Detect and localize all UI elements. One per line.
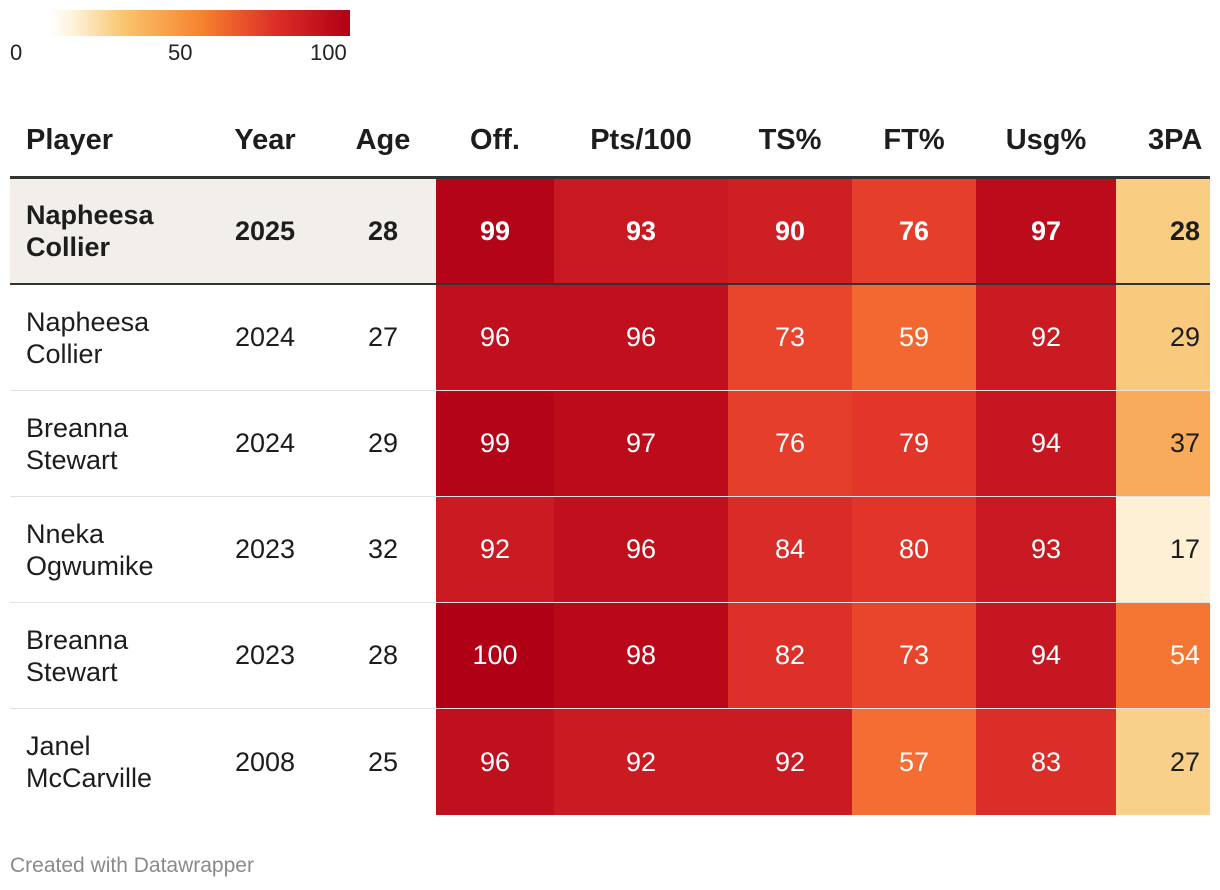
cell-ts-pct: 82 [728,603,852,708]
cell-off: 99 [436,179,554,283]
cell-ft-pct: 59 [852,285,976,390]
cell-off: 99 [436,391,554,496]
table-row: Napheesa Collier 2024 27 96 96 73 59 92 29 [10,285,1210,391]
cell-year: 2024 [234,428,296,458]
cell-pts-100: 97 [554,391,728,496]
table-row: Breanna Stewart 2023 28 100 98 82 73 94 54 [10,603,1210,709]
cell-pts-100: 98 [554,603,728,708]
cell-ft-pct: 73 [852,603,976,708]
cell-year: 2008 [234,746,296,777]
cell-age: 28 [367,640,399,670]
cell-year: 2023 [234,534,296,564]
header-ft-pct: FT% [883,124,945,156]
legend-gradient-bar [50,10,350,36]
cell-ft-pct: 79 [852,391,976,496]
cell-ts-pct: 84 [728,497,852,602]
stats-table: Player Year Age Off. Pts/100 TS% FT% Usg% 3PA Na… [10,106,1210,815]
cell-off: 100 [436,603,554,708]
legend-tick-min: 0 [10,40,23,65]
header-off: Off. [470,124,520,156]
cell-player: Breanna Stewart [26,624,129,687]
cell-age: 27 [367,322,399,352]
cell-usg-pct: 97 [976,179,1116,283]
cell-player: Napheesa Collier [26,306,150,369]
cell-off: 92 [436,497,554,602]
cell-player: Napheesa Collier [26,200,154,262]
color-legend: 0 50 100 [10,10,370,70]
cell-ts-pct: 90 [728,179,852,283]
cell-player: Janel McCarville [26,731,153,793]
header-usg-pct: Usg% [1005,124,1087,156]
cell-3pa: 17 [1116,497,1210,602]
cell-pts-100: 92 [554,709,728,815]
header-player: Player [26,124,114,156]
cell-player: Breanna Stewart [26,412,129,475]
header-year: Year [234,124,296,156]
table-row: Janel McCarville 2008 25 96 92 92 57 83 27 [10,709,1210,815]
cell-year: 2024 [234,322,296,352]
cell-age: 29 [367,428,399,458]
cell-usg-pct: 94 [976,603,1116,708]
cell-age: 32 [367,534,399,564]
table-row: Nneka Ogwumike 2023 32 92 96 84 80 93 17 [10,497,1210,603]
table-body: Napheesa Collier 2025 28 99 93 90 76 97 28 Naphee… [10,179,1210,815]
table-header-row: Player Year Age Off. Pts/100 TS% FT% Usg% 3PA [10,106,1210,179]
cell-ft-pct: 80 [852,497,976,602]
cell-3pa: 27 [1116,709,1210,815]
cell-pts-100: 96 [554,285,728,390]
cell-off: 96 [436,709,554,815]
cell-age: 28 [367,215,399,246]
cell-usg-pct: 83 [976,709,1116,815]
cell-pts-100: 96 [554,497,728,602]
cell-3pa: 54 [1116,603,1210,708]
header-ts-pct: TS% [758,124,822,156]
cell-ts-pct: 92 [728,709,852,815]
cell-usg-pct: 93 [976,497,1116,602]
table-row: Napheesa Collier 2025 28 99 93 90 76 97 28 [10,179,1210,285]
cell-3pa: 37 [1116,391,1210,496]
cell-off: 96 [436,285,554,390]
cell-year: 2023 [234,640,296,670]
credit-text: Created with Datawrapper [10,854,254,877]
cell-pts-100: 93 [554,179,728,283]
cell-year: 2025 [234,215,296,246]
cell-usg-pct: 92 [976,285,1116,390]
cell-player: Nneka Ogwumike [26,518,154,581]
header-pts-100: Pts/100 [590,124,692,156]
cell-ts-pct: 76 [728,391,852,496]
header-age: Age [355,124,411,156]
cell-ft-pct: 57 [852,709,976,815]
legend-tick-max: 100 [310,40,347,65]
cell-ts-pct: 73 [728,285,852,390]
cell-usg-pct: 94 [976,391,1116,496]
legend-tick-mid: 50 [168,40,193,65]
cell-age: 25 [367,746,399,777]
cell-3pa: 28 [1116,179,1210,283]
cell-ft-pct: 76 [852,179,976,283]
cell-3pa: 29 [1116,285,1210,390]
table-row: Breanna Stewart 2024 29 99 97 76 79 94 37 [10,391,1210,497]
header-3pa: 3PA [1148,124,1203,156]
